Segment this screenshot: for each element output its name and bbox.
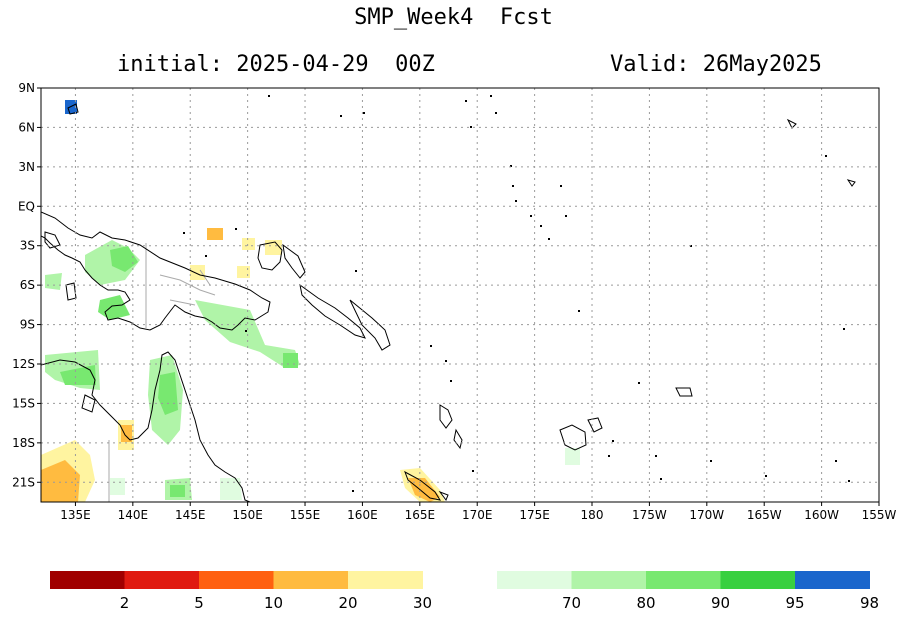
legend-swatch (273, 571, 349, 589)
initial-time-label: initial: 2025-04-29 00Z (117, 52, 435, 77)
grid-lines (41, 88, 879, 502)
coast-solomon-islands (299, 283, 366, 339)
legend-label: 80 (636, 594, 655, 612)
lat-tick-label: 21S (12, 475, 35, 489)
legend-swatch (646, 571, 721, 589)
legend-label: 95 (785, 594, 804, 612)
map-frame (40, 87, 880, 503)
lon-tick-label: 160E (347, 508, 378, 522)
lon-tick-label: 175E (519, 508, 550, 522)
lon-tick-label: 145E (175, 508, 206, 522)
legend-label: 70 (562, 594, 581, 612)
coastlines (41, 103, 856, 502)
country-borders (108, 243, 216, 502)
legend-swatch (124, 571, 200, 589)
legend-swatch (50, 571, 125, 589)
lon-tick-label: 155W (862, 508, 897, 522)
lon-tick-label: 165E (405, 508, 436, 522)
orange-patch-north-png (207, 228, 223, 240)
legend-swatch (497, 571, 572, 589)
lon-tick-label: 155E (290, 508, 321, 522)
lat-tick-label: 3S (20, 239, 35, 253)
valid-date-label: Valid: 26May2025 (610, 52, 822, 77)
latitude-axis: 9N 6N 3N EQ 3S 6S 9S 12S 15S 18S 21S (12, 81, 41, 489)
coast-new-britain (257, 241, 283, 271)
longitude-axis: 135E 140E 145E 150E 155E 160E 165E 170E 175E 180 1… (60, 502, 897, 522)
legend-label: 10 (264, 594, 283, 612)
lon-tick-label: 165W (747, 508, 782, 522)
lon-tick-label: 160W (804, 508, 839, 522)
lat-tick-label: 18S (12, 436, 35, 450)
lat-tick-label: 9S (20, 318, 35, 332)
lon-tick-label: 170W (689, 508, 724, 522)
chart-title: SMP_Week4 Fcst (354, 5, 553, 30)
lat-tick-label: 6S (20, 278, 35, 292)
legend-swatch (571, 571, 647, 589)
coast-fiji (559, 424, 587, 451)
lon-tick-label: 180 (581, 508, 604, 522)
small-islands (183, 95, 850, 492)
lon-tick-label: 140E (118, 508, 149, 522)
lat-tick-label: 15S (12, 396, 35, 410)
shaded-regions (41, 100, 580, 502)
lat-tick-label: 9N (18, 81, 35, 95)
lon-tick-label: 135E (60, 508, 91, 522)
coast-new-guinea (41, 211, 271, 331)
lat-tick-label: 12S (12, 357, 35, 371)
coast-new-caledonia (404, 470, 442, 501)
legend-swatch (348, 571, 423, 589)
legend-label: 30 (413, 594, 432, 612)
coast-australia (41, 351, 251, 502)
legend-swatch (720, 571, 796, 589)
lat-tick-label: 6N (18, 120, 35, 134)
legend-label: 5 (194, 594, 204, 612)
lon-tick-label: 150E (232, 508, 263, 522)
legend-swatch (795, 571, 870, 589)
legend-label: 90 (711, 594, 730, 612)
lon-tick-label: 170E (462, 508, 493, 522)
legend-label: 20 (338, 594, 357, 612)
plot-area (41, 88, 879, 502)
lon-tick-label: 175W (632, 508, 667, 522)
lat-tick-label: 3N (18, 160, 35, 174)
legend-swatch (199, 571, 274, 589)
color-legend: 2 5 10 20 30 70 80 90 95 98 (50, 571, 879, 612)
legend-label: 98 (860, 594, 879, 612)
lat-tick-label: EQ (18, 199, 35, 213)
legend-label: 2 (120, 594, 130, 612)
